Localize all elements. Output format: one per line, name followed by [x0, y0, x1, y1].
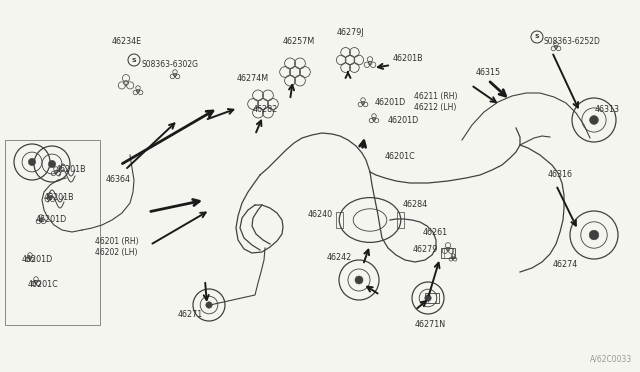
Text: 46212 (LH): 46212 (LH) [414, 103, 456, 112]
Text: 46240: 46240 [308, 210, 333, 219]
Text: S08363-6252D: S08363-6252D [543, 37, 600, 46]
Text: 46279: 46279 [413, 245, 438, 254]
Circle shape [589, 230, 599, 240]
Text: 46201D: 46201D [375, 98, 406, 107]
Text: 46202 (LH): 46202 (LH) [95, 248, 138, 257]
Text: 46211 (RH): 46211 (RH) [414, 92, 458, 101]
Text: 46315: 46315 [476, 68, 501, 77]
Bar [337, 212, 344, 228]
Text: 46274: 46274 [553, 260, 579, 269]
Circle shape [206, 302, 212, 308]
Text: 46201 (RH): 46201 (RH) [95, 237, 139, 246]
Text: 46201D: 46201D [22, 255, 53, 264]
Bar [397, 212, 404, 228]
Text: S08363-6302G: S08363-6302G [142, 60, 199, 69]
Text: 46257M: 46257M [283, 37, 316, 46]
Text: 46201B: 46201B [393, 54, 424, 63]
Circle shape [49, 160, 56, 168]
Text: S: S [534, 35, 540, 39]
Text: 46201B: 46201B [44, 193, 75, 202]
Text: S: S [132, 58, 136, 62]
Circle shape [28, 158, 36, 166]
Circle shape [425, 295, 431, 301]
Text: 46201B: 46201B [56, 165, 86, 174]
Text: 46234E: 46234E [112, 37, 142, 46]
Text: 46271: 46271 [178, 310, 204, 319]
Text: 46271N: 46271N [415, 320, 446, 329]
Text: 46242: 46242 [327, 253, 352, 262]
Text: 46274M: 46274M [237, 74, 269, 83]
Text: 46316: 46316 [548, 170, 573, 179]
Text: 46282: 46282 [253, 105, 278, 114]
Text: 46313: 46313 [595, 105, 620, 114]
Bar [425, 293, 439, 303]
Text: 46201D: 46201D [36, 215, 67, 224]
Circle shape [355, 276, 363, 284]
Text: 46201C: 46201C [28, 280, 59, 289]
Text: A/62C0033: A/62C0033 [589, 355, 632, 364]
Text: 46201D: 46201D [388, 116, 419, 125]
Text: 46284: 46284 [403, 200, 428, 209]
Circle shape [589, 116, 598, 124]
Bar [441, 248, 455, 258]
Text: 46201C: 46201C [385, 152, 416, 161]
Bar [5, 140, 100, 325]
Text: 46279J: 46279J [337, 28, 365, 37]
Text: 46261: 46261 [423, 228, 448, 237]
Text: 46364: 46364 [106, 175, 131, 184]
